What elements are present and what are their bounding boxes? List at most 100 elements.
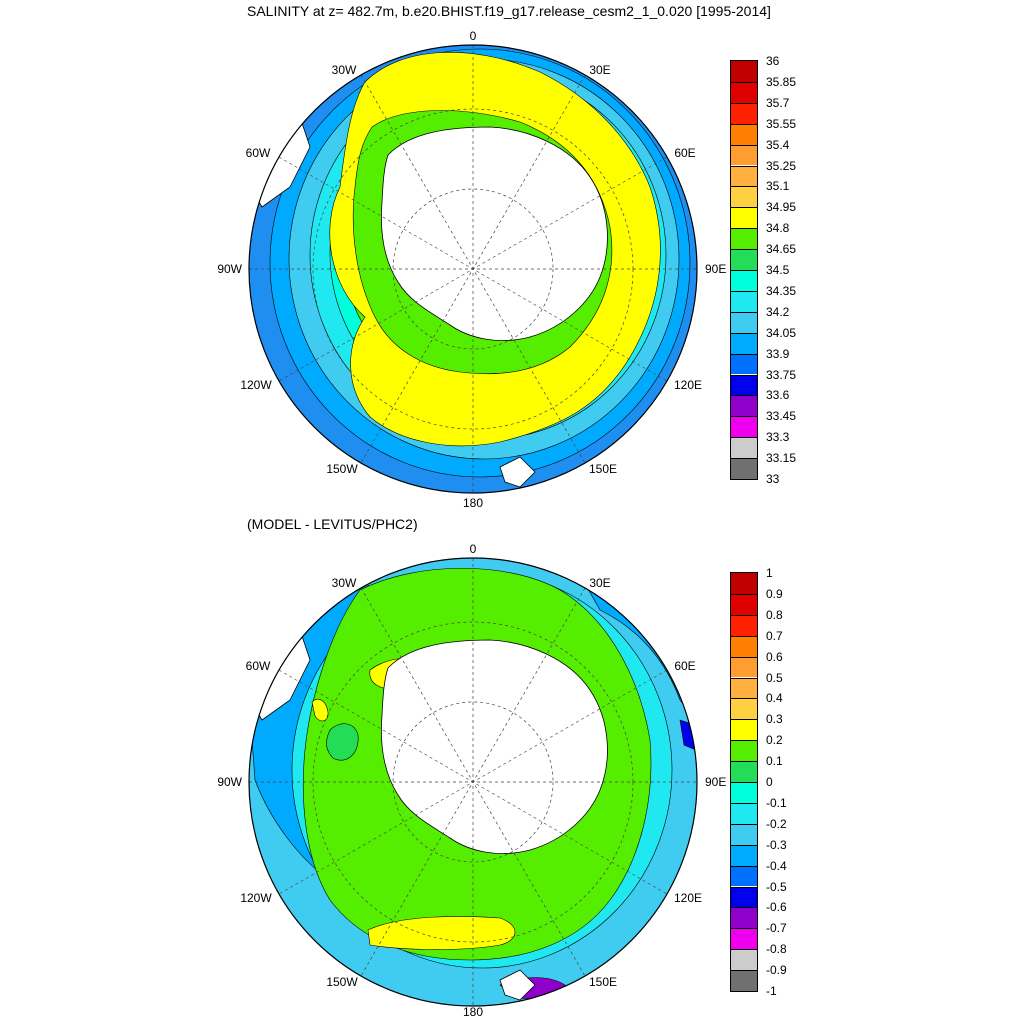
lon-label: 30E <box>589 63 610 77</box>
colorbar-label: -0.9 <box>766 963 787 978</box>
colorbar-label: 0.9 <box>766 586 783 601</box>
colorbar-swatch <box>731 593 757 615</box>
colorbar-label: 33.45 <box>766 409 797 424</box>
colorbar-label: 0.1 <box>766 754 783 769</box>
positive-anomaly-c <box>367 916 516 950</box>
colorbar-swatch <box>731 249 757 270</box>
colorbar-label: 0.8 <box>766 607 783 622</box>
colorbar-swatch <box>731 865 757 887</box>
salinity-polar-map: 0 30E 60E 90E 120E 150E 180 150W 120W 90… <box>217 29 726 510</box>
colorbar-label: 0.6 <box>766 649 783 664</box>
colorbar-label: 34.2 <box>766 304 790 319</box>
colorbar-swatch <box>731 207 757 229</box>
colorbar-swatch <box>731 886 757 908</box>
colorbar-label: -1 <box>766 984 777 998</box>
lon-label: 60E <box>674 659 695 673</box>
lon-label: 180 <box>463 496 483 510</box>
colorbar-swatch <box>731 823 757 845</box>
colorbar-swatch <box>731 844 757 866</box>
colorbar-swatch <box>731 677 757 699</box>
colorbar-label: 35.7 <box>766 95 790 110</box>
colorbar-label: -0.2 <box>766 816 787 831</box>
colorbar-label: 35.85 <box>766 74 797 89</box>
colorbar-swatch <box>731 332 757 354</box>
salinity-difference-polar-map: 0 30E 60E 90E 120E 150E 180 150W 120W 90… <box>217 542 726 1019</box>
colorbar-label: -0.1 <box>766 795 787 810</box>
map-boundary <box>248 557 698 1007</box>
colorbar-swatch <box>731 635 757 657</box>
colorbar-swatch <box>731 907 757 929</box>
colorbar-swatch <box>731 416 757 438</box>
lon-label: 0 <box>470 542 477 556</box>
lon-label: 60E <box>674 146 695 160</box>
new-zealand-landmass <box>499 456 536 488</box>
lon-label: 120W <box>240 378 272 392</box>
colorbar-swatch <box>731 61 757 82</box>
lon-label: 180 <box>463 1005 483 1019</box>
lon-label: 120E <box>674 891 702 905</box>
graticule <box>249 45 697 493</box>
colorbar-label: 34.8 <box>766 221 790 236</box>
colorbar-label: 34.05 <box>766 325 797 340</box>
colorbar-label: 35.25 <box>766 158 797 173</box>
lon-label: 60W <box>246 146 271 160</box>
colorbar-swatch <box>731 802 757 824</box>
colorbar-swatch <box>731 656 757 678</box>
colorbar-swatch <box>731 228 757 250</box>
lon-label: 90E <box>705 775 726 789</box>
colorbar-swatch <box>731 782 757 803</box>
colorbar-swatch <box>731 353 757 375</box>
lon-label: 0 <box>470 29 477 43</box>
colorbar-label: 34.65 <box>766 242 797 257</box>
colorbar-swatch <box>731 165 757 187</box>
top-panel-title: SALINITY at z= 482.7m, b.e20.BHIST.f19_g… <box>247 3 771 19</box>
colorbar-frame <box>730 60 758 480</box>
colorbar-swatch <box>731 290 757 312</box>
colorbar-label: 35.55 <box>766 116 797 131</box>
colorbar-label: 0.4 <box>766 691 783 706</box>
colorbar-label: 0.7 <box>766 628 783 643</box>
longitude-labels: 0 30E 60E 90E 120E 150E 180 150W 120W 90… <box>217 542 726 1019</box>
colorbar-swatch <box>731 144 757 166</box>
colorbar-label: 33.3 <box>766 430 790 445</box>
colorbar-swatch <box>731 186 757 208</box>
colorbar-swatch <box>731 949 757 971</box>
colorbar-swatch <box>731 311 757 333</box>
colorbar-swatch <box>731 719 757 741</box>
colorbar-label: 33.15 <box>766 451 797 466</box>
colorbar-label: 0.3 <box>766 712 783 727</box>
colorbar-swatch <box>731 614 757 636</box>
colorbar-swatch <box>731 395 757 417</box>
lon-label: 120W <box>240 891 272 905</box>
colorbar-label: 34.5 <box>766 263 790 277</box>
colorbar-swatch <box>731 374 757 396</box>
colorbar-label: 33.6 <box>766 388 790 403</box>
colorbar-label: 35.4 <box>766 137 790 152</box>
bottom-panel-title: (MODEL - LEVITUS/PHC2) <box>247 516 418 532</box>
colorbar-label: 33 <box>766 472 780 486</box>
colorbar-label: 1 <box>766 566 773 580</box>
new-zealand-landmass <box>499 969 536 1001</box>
colorbar-swatch <box>731 573 757 594</box>
colorbar-label: 0.5 <box>766 670 783 685</box>
lon-label: 30E <box>589 576 610 590</box>
colorbar-frame <box>730 572 758 992</box>
lon-label: 60W <box>246 659 271 673</box>
lon-label: 150W <box>326 975 358 989</box>
colorbar-swatch <box>731 928 757 950</box>
colorbar-label: -0.5 <box>766 879 787 894</box>
colorbar-swatch <box>731 740 757 762</box>
graticule <box>249 558 697 1006</box>
lon-label: 90W <box>217 775 242 789</box>
colorbar-label: -0.6 <box>766 900 787 915</box>
colorbar-label: -0.8 <box>766 942 787 957</box>
colorbar-swatch <box>731 102 757 124</box>
colorbar-swatch <box>731 698 757 720</box>
lon-label: 150W <box>326 462 358 476</box>
colorbar-label: 36 <box>766 54 780 68</box>
longitude-labels: 0 30E 60E 90E 120E 150E 180 150W 120W 90… <box>217 29 726 510</box>
colorbar-label: 33.75 <box>766 367 797 382</box>
colorbar-swatch <box>731 81 757 103</box>
colorbar-label: -0.4 <box>766 858 787 873</box>
lon-label: 90E <box>705 262 726 276</box>
